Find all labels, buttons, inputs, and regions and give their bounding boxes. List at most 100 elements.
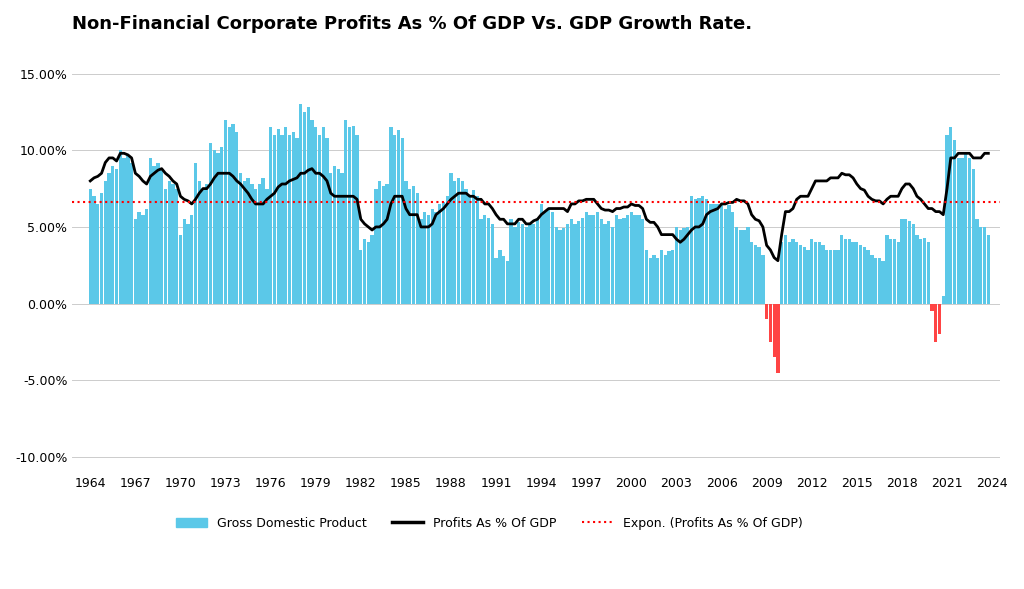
Bar bbox=[182, 219, 186, 304]
Bar bbox=[333, 166, 336, 304]
Bar bbox=[968, 158, 971, 304]
Bar bbox=[833, 250, 836, 304]
Bar bbox=[227, 127, 231, 304]
Bar bbox=[367, 242, 370, 304]
Bar bbox=[581, 218, 584, 304]
Bar bbox=[510, 219, 513, 304]
Bar bbox=[416, 193, 419, 304]
Bar bbox=[179, 234, 182, 304]
Bar bbox=[186, 224, 189, 304]
Bar bbox=[810, 239, 813, 304]
Bar bbox=[758, 247, 761, 304]
Bar bbox=[795, 242, 799, 304]
Bar bbox=[792, 239, 795, 304]
Bar bbox=[945, 135, 948, 304]
Bar bbox=[889, 239, 892, 304]
Bar bbox=[544, 211, 547, 304]
Bar bbox=[348, 127, 351, 304]
Bar bbox=[851, 242, 855, 304]
Bar bbox=[904, 219, 907, 304]
Bar bbox=[412, 186, 415, 304]
Bar bbox=[483, 214, 486, 304]
Bar bbox=[953, 140, 956, 304]
Text: Non-Financial Corporate Profits As % Of GDP Vs. GDP Growth Rate.: Non-Financial Corporate Profits As % Of … bbox=[73, 15, 753, 33]
Bar bbox=[272, 135, 276, 304]
Bar bbox=[727, 206, 731, 304]
Bar bbox=[355, 135, 358, 304]
Bar bbox=[265, 188, 268, 304]
Bar bbox=[134, 219, 137, 304]
Bar bbox=[292, 132, 295, 304]
Bar bbox=[171, 184, 175, 304]
Bar bbox=[281, 135, 284, 304]
Bar bbox=[821, 246, 824, 304]
Bar bbox=[976, 219, 979, 304]
Bar bbox=[942, 296, 945, 304]
Bar bbox=[772, 304, 776, 358]
Bar bbox=[720, 204, 723, 304]
Bar bbox=[374, 188, 378, 304]
Bar bbox=[566, 224, 569, 304]
Bar bbox=[603, 224, 607, 304]
Bar bbox=[817, 242, 821, 304]
Bar bbox=[213, 150, 216, 304]
Bar bbox=[607, 221, 610, 304]
Bar bbox=[931, 304, 934, 312]
Bar bbox=[589, 214, 592, 304]
Bar bbox=[862, 247, 866, 304]
Bar bbox=[306, 107, 310, 304]
Bar bbox=[923, 238, 926, 304]
Bar bbox=[848, 239, 851, 304]
Bar bbox=[614, 214, 618, 304]
Bar bbox=[317, 135, 322, 304]
Bar bbox=[438, 204, 441, 304]
Bar bbox=[175, 188, 178, 304]
Bar bbox=[682, 229, 686, 304]
Bar bbox=[893, 239, 896, 304]
Bar bbox=[382, 186, 385, 304]
Bar bbox=[547, 209, 550, 304]
Bar bbox=[652, 254, 655, 304]
Bar bbox=[659, 250, 664, 304]
Bar bbox=[870, 254, 873, 304]
Bar bbox=[190, 214, 194, 304]
Bar bbox=[258, 184, 261, 304]
Bar bbox=[194, 163, 198, 304]
Bar bbox=[288, 135, 291, 304]
Bar bbox=[596, 211, 599, 304]
Bar bbox=[299, 104, 302, 304]
Bar bbox=[450, 173, 453, 304]
Bar bbox=[803, 247, 806, 304]
Bar bbox=[284, 127, 288, 304]
Bar bbox=[697, 198, 700, 304]
Bar bbox=[701, 196, 705, 304]
Bar bbox=[224, 120, 227, 304]
Bar bbox=[479, 219, 482, 304]
Bar bbox=[408, 188, 412, 304]
Bar bbox=[686, 227, 689, 304]
Bar bbox=[216, 153, 220, 304]
Bar bbox=[96, 204, 99, 304]
Bar bbox=[844, 239, 847, 304]
Bar bbox=[164, 188, 167, 304]
Bar bbox=[396, 130, 400, 304]
Bar bbox=[126, 155, 129, 304]
Bar bbox=[873, 257, 878, 304]
Bar bbox=[965, 153, 968, 304]
Bar bbox=[675, 227, 678, 304]
Bar bbox=[427, 214, 430, 304]
Bar bbox=[168, 181, 171, 304]
Bar bbox=[927, 242, 930, 304]
Bar bbox=[326, 138, 329, 304]
Bar bbox=[837, 250, 840, 304]
Legend: Gross Domestic Product, Profits As % Of GDP, Expon. (Profits As % Of GDP): Gross Domestic Product, Profits As % Of … bbox=[171, 512, 808, 535]
Bar bbox=[828, 250, 833, 304]
Bar bbox=[866, 250, 869, 304]
Bar bbox=[641, 219, 644, 304]
Bar bbox=[506, 261, 509, 304]
Bar bbox=[746, 227, 750, 304]
Bar bbox=[103, 181, 106, 304]
Bar bbox=[329, 173, 333, 304]
Bar bbox=[141, 214, 144, 304]
Bar bbox=[618, 219, 622, 304]
